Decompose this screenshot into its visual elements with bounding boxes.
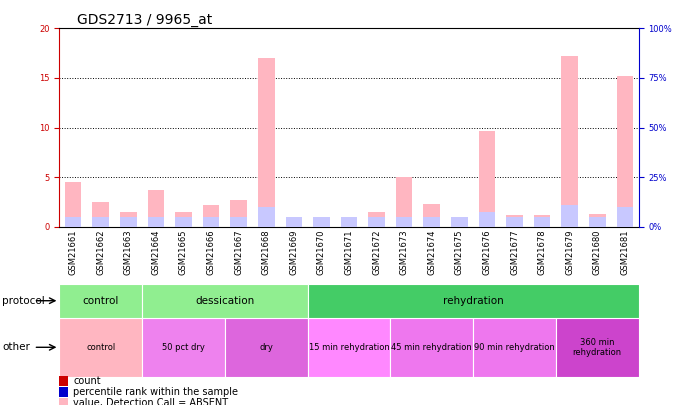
Bar	[230, 200, 247, 227]
Bar	[59, 318, 142, 377]
Bar	[341, 217, 357, 227]
Text: 15 min rehydration: 15 min rehydration	[309, 343, 389, 352]
Bar	[451, 218, 468, 227]
Text: GSM21663: GSM21663	[124, 230, 133, 275]
Bar	[59, 284, 142, 318]
Text: GSM21679: GSM21679	[565, 230, 574, 275]
Text: GSM21680: GSM21680	[593, 230, 602, 275]
Bar	[313, 217, 329, 227]
Text: value, Detection Call = ABSENT: value, Detection Call = ABSENT	[73, 399, 228, 405]
Bar	[285, 219, 302, 227]
Text: GSM21667: GSM21667	[234, 230, 243, 275]
Bar	[65, 182, 82, 227]
Bar	[369, 212, 385, 227]
Text: GSM21676: GSM21676	[482, 230, 491, 275]
Bar	[92, 202, 109, 227]
Text: 45 min rehydration: 45 min rehydration	[392, 343, 472, 352]
Bar	[451, 217, 468, 227]
Text: other: other	[2, 342, 30, 352]
Text: GSM21681: GSM21681	[621, 230, 630, 275]
Text: dry: dry	[259, 343, 273, 352]
Text: GSM21670: GSM21670	[317, 230, 326, 275]
Bar	[341, 220, 357, 227]
Bar	[65, 217, 82, 227]
Bar	[561, 56, 578, 227]
Bar	[313, 217, 329, 227]
Bar	[142, 318, 225, 377]
Text: GSM21664: GSM21664	[151, 230, 161, 275]
Bar	[616, 207, 633, 227]
Bar	[479, 212, 495, 227]
Text: count: count	[73, 376, 101, 386]
Bar	[534, 217, 551, 227]
Text: 90 min rehydration: 90 min rehydration	[474, 343, 555, 352]
Bar	[142, 284, 308, 318]
Bar	[479, 130, 495, 227]
Text: GSM21665: GSM21665	[179, 230, 188, 275]
Bar	[616, 76, 633, 227]
Bar	[92, 217, 109, 227]
Bar	[506, 217, 523, 227]
Text: GSM21668: GSM21668	[262, 230, 271, 275]
Bar	[308, 318, 390, 377]
Bar	[147, 217, 164, 227]
Bar	[506, 215, 523, 227]
Text: GSM21669: GSM21669	[290, 230, 298, 275]
Text: GSM21672: GSM21672	[372, 230, 381, 275]
Text: 50 pct dry: 50 pct dry	[162, 343, 205, 352]
Bar	[120, 217, 137, 227]
Text: GSM21678: GSM21678	[537, 230, 547, 275]
Bar	[556, 318, 639, 377]
Bar	[534, 215, 551, 227]
Bar	[390, 318, 473, 377]
Text: GSM21662: GSM21662	[96, 230, 105, 275]
Text: control: control	[82, 296, 119, 306]
Text: percentile rank within the sample: percentile rank within the sample	[73, 387, 238, 397]
Bar	[175, 212, 192, 227]
Text: rehydration: rehydration	[443, 296, 503, 306]
Bar	[424, 204, 440, 227]
Text: control: control	[86, 343, 115, 352]
Bar	[203, 217, 219, 227]
Bar	[589, 214, 606, 227]
Text: protocol: protocol	[2, 296, 45, 306]
Text: GSM21673: GSM21673	[400, 230, 408, 275]
Bar	[147, 190, 164, 227]
Bar	[175, 217, 192, 227]
Bar	[308, 284, 639, 318]
Text: GDS2713 / 9965_at: GDS2713 / 9965_at	[77, 13, 212, 27]
Bar	[424, 217, 440, 227]
Text: GSM21671: GSM21671	[345, 230, 353, 275]
Bar	[258, 207, 274, 227]
Text: dessication: dessication	[195, 296, 255, 306]
Text: GSM21661: GSM21661	[68, 230, 77, 275]
Text: GSM21666: GSM21666	[207, 230, 216, 275]
Bar	[203, 205, 219, 227]
Bar	[258, 58, 274, 227]
Bar	[120, 212, 137, 227]
Bar	[473, 318, 556, 377]
Text: 360 min
rehydration: 360 min rehydration	[573, 338, 622, 357]
Bar	[396, 177, 413, 227]
Text: GSM21675: GSM21675	[455, 230, 464, 275]
Bar	[225, 318, 308, 377]
Bar	[369, 217, 385, 227]
Bar	[396, 217, 413, 227]
Text: GSM21674: GSM21674	[427, 230, 436, 275]
Bar	[561, 205, 578, 227]
Text: GSM21677: GSM21677	[510, 230, 519, 275]
Bar	[589, 217, 606, 227]
Bar	[285, 217, 302, 227]
Bar	[230, 217, 247, 227]
